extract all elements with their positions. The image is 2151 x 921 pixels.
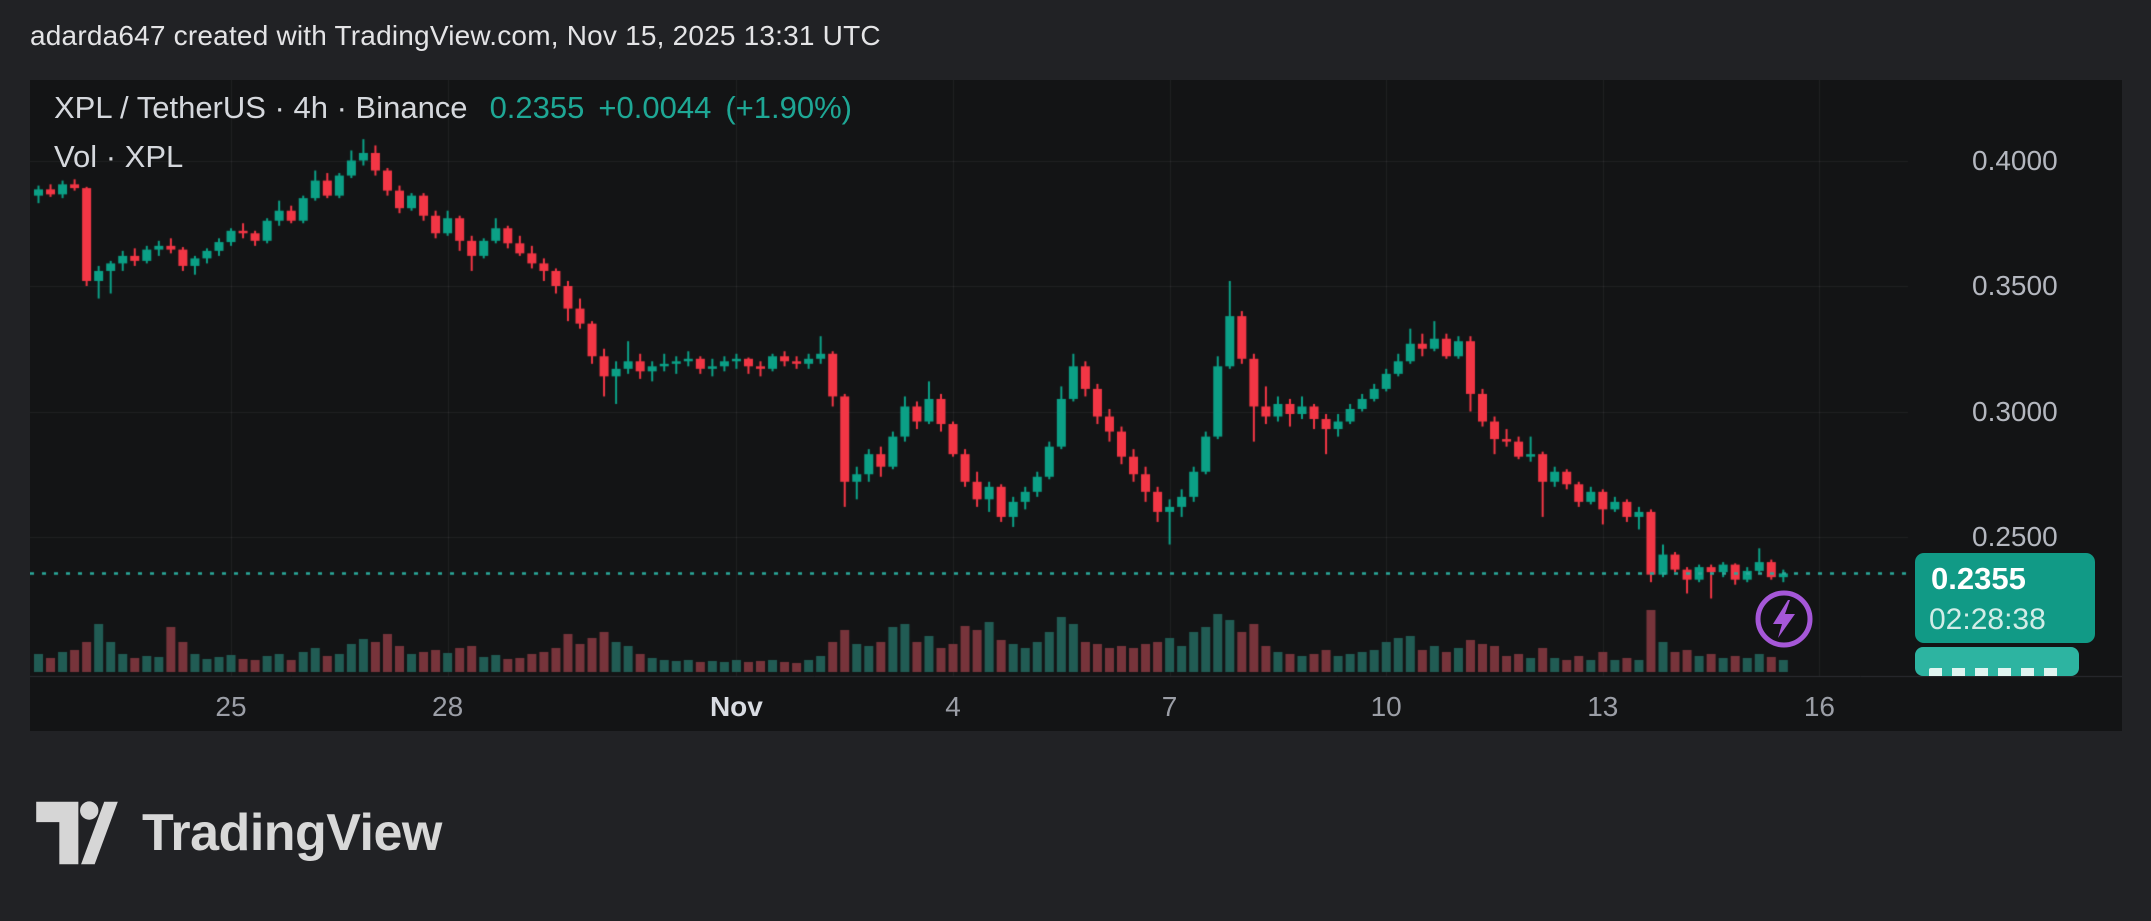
price-axis-label: 0.4000 [1972,144,2058,176]
flash-boost-icon[interactable] [1752,587,1816,651]
chart-legend[interactable]: XPL / TetherUS · 4h · Binance 0.2355 +0.00… [54,92,852,172]
time-axis-label: 16 [1803,691,1835,722]
time-axis-label: 7 [1161,691,1178,722]
clipped-text-fragment [1929,668,2065,676]
volume-indicator-label: Vol · XPL [54,139,184,174]
tradingview-logo-icon [36,801,118,865]
symbol-title: XPL / TetherUS · 4h · Binance [54,90,468,125]
bar-close-countdown: 02:28:38 [1929,603,2046,636]
last-price-value: 0.2355 [489,90,585,125]
tradingview-logo[interactable]: TradingView [36,796,442,870]
price-axis-label: 0.2500 [1972,521,2058,552]
clipped-secondary-badge [1915,647,2079,676]
price-change-value: +0.0044 [598,90,712,125]
tradingview-logo-text: TradingView [142,804,442,862]
price-axis-label: 0.3000 [1972,395,2058,427]
current-price-value: 0.2355 [1931,561,2026,596]
time-axis-label: 10 [1370,691,1402,722]
time-axis-label: 13 [1587,691,1619,722]
watermark-header: adarda647 created with TradingView.com, … [30,16,881,56]
time-axis-label: 4 [945,691,961,722]
price-axis-label: 0.3500 [1972,270,2058,301]
chart-panel: XPL / TetherUS · 4h · Binance 0.2355 +0.00… [30,80,2122,731]
lightning-bolt-icon [1773,600,1795,638]
watermark-text: adarda647 created with TradingView.com, … [30,20,881,51]
current-price-badge: 0.2355 02:28:38 [1915,553,2095,643]
price-axis[interactable]: 0.4000 0.3500 0.3000 0.2500 [1908,80,2122,676]
price-change-percent: (+1.90%) [725,90,852,125]
time-axis-label-month: Nov [709,691,763,722]
time-axis[interactable]: 25 28 Nov 4 7 10 13 16 [30,677,1908,731]
symbol-title-row: XPL / TetherUS · 4h · Binance 0.2355 +0.00… [54,92,852,123]
time-axis-label: 28 [432,691,464,722]
time-axis-label: 25 [215,691,247,722]
